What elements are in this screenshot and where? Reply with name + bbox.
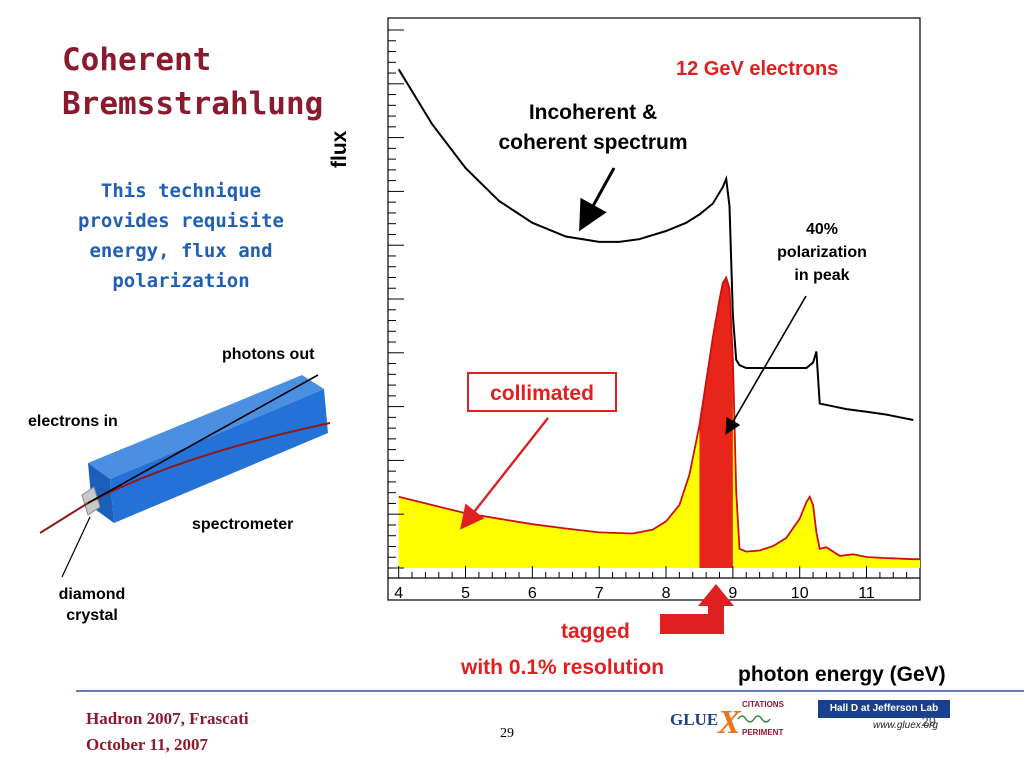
gluex-logo-x: X <box>717 704 742 739</box>
crystal-diagram <box>39 374 331 578</box>
polarization-arrow <box>725 295 807 435</box>
slide-subtitle: This technique provides requisite energy… <box>78 180 284 292</box>
incoherent-arrow <box>579 167 616 232</box>
diamond-crystal-label: diamond crystal <box>58 586 126 624</box>
incoherent-spectrum-label: Incoherent & coherent spectrum <box>498 101 688 154</box>
collimated-label: collimated <box>467 372 617 412</box>
photons-out-label: photons out <box>222 346 315 363</box>
gluex-logo-left: GLUE <box>670 710 718 729</box>
x-tick-label: 6 <box>528 585 537 602</box>
hall-d-url: www.gluex.org <box>872 720 938 731</box>
spectrometer-label: spectrometer <box>192 516 294 533</box>
x-tick-label: 7 <box>595 585 604 602</box>
tagged-label: tagged <box>561 620 630 643</box>
chart-title: 12 GeV electrons <box>676 58 839 80</box>
collimated-fill <box>398 277 920 568</box>
chart-frame <box>387 17 921 601</box>
spectrometer-box <box>88 375 324 479</box>
x-tick-label: 5 <box>461 585 470 602</box>
tagged-arrow-icon <box>660 584 734 634</box>
footer-conference: Hadron 2007, Frascati October 11, 2007 <box>86 709 249 754</box>
footer-rule <box>76 690 1024 692</box>
gluex-logo-top: CITATIONS <box>742 700 785 709</box>
x-tick-label: 10 <box>791 585 809 602</box>
collimated-arrow <box>460 417 549 530</box>
photon-beam <box>87 374 319 504</box>
tagged-band <box>699 277 733 568</box>
hall-d-banner: Hall D at Jefferson Lab <box>818 700 950 718</box>
x-tick-label: 9 <box>728 585 737 602</box>
page-number: 29 <box>500 726 514 741</box>
polarization-label: 40% polarization in peak <box>777 221 867 284</box>
hall-d-logo: Hall D at Jefferson Lab 29 www.gluex.org <box>818 700 950 740</box>
gluex-wave-icon <box>737 715 771 723</box>
diamond-leader <box>61 516 91 578</box>
x-tick-label: 11 <box>858 585 875 602</box>
collimated-series-line <box>398 275 920 561</box>
spectrometer-box-side <box>110 389 328 523</box>
flux-chart: 4 5 6 7 8 9 10 11 <box>387 17 921 602</box>
spectrum-series-line <box>397 68 914 421</box>
electrons-in-label: electrons in <box>28 413 118 430</box>
gluex-logo: GLUE X CITATIONS PERIMENT <box>670 700 785 739</box>
resolution-label: with 0.1% resolution <box>461 656 665 679</box>
gluex-logo-bottom: PERIMENT <box>742 728 783 737</box>
slide-title: Coherent Bremsstrahlung <box>62 42 324 122</box>
x-tick-label: 4 <box>394 585 403 602</box>
hall-d-page-number: 29 <box>921 714 936 729</box>
x-tick-label: 8 <box>662 585 671 602</box>
x-axis-label: photon energy (GeV) <box>738 663 946 686</box>
